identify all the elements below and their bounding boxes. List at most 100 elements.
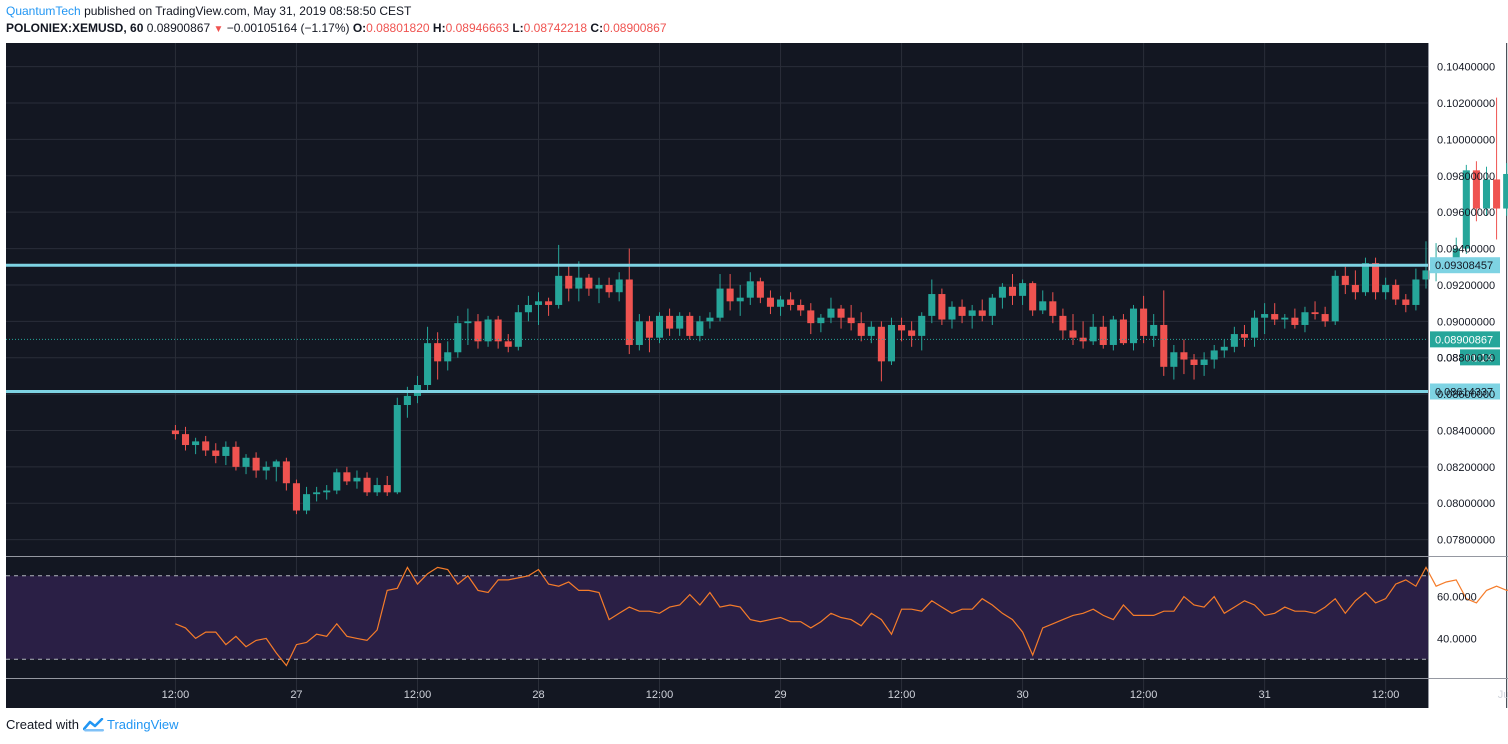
candle-body — [666, 315, 674, 329]
candle-body — [1351, 284, 1359, 293]
last-price-label: 0.08900867 — [1435, 334, 1493, 346]
y-axis-tick-label: 0.09000000 — [1437, 316, 1495, 328]
candle-body — [1372, 263, 1380, 293]
candle-body — [454, 323, 462, 353]
candle-body — [1472, 170, 1480, 209]
candle-body — [363, 477, 371, 493]
candle-body — [706, 317, 714, 322]
x-axis-tick-label: 12:00 — [1130, 689, 1158, 701]
candle-body — [1402, 299, 1410, 305]
symbol-label: POLONIEX:XEMUSD, 60 — [6, 21, 144, 35]
candle-body — [1462, 170, 1470, 249]
candle-body — [494, 319, 502, 342]
candle-body — [1220, 346, 1228, 351]
x-axis-tick-label: 31 — [1258, 689, 1270, 701]
candle-body — [837, 308, 845, 318]
candle-body — [908, 330, 916, 336]
candle-body — [676, 315, 684, 329]
candle-body — [1422, 270, 1430, 280]
candle-body — [1089, 326, 1097, 342]
y-axis-tick-label: 0.08600000 — [1437, 389, 1495, 401]
y-axis-tick-label: 0.10200000 — [1437, 98, 1495, 110]
candle-body — [807, 310, 815, 324]
candle-body — [1069, 330, 1077, 338]
y-axis-tick-label: 0.09600000 — [1437, 207, 1495, 219]
candle-body — [746, 281, 754, 298]
candle-body — [716, 288, 724, 318]
candle-body — [504, 341, 512, 347]
candles-layer — [171, 97, 1508, 515]
x-axis-tick-label: 27 — [290, 689, 302, 701]
x-axis-tick-label: 12:00 — [162, 689, 190, 701]
last-price-tag — [1430, 331, 1500, 348]
candle-body — [1039, 301, 1047, 311]
candle-body — [333, 472, 341, 491]
candle-body — [484, 319, 492, 342]
candle-body — [252, 457, 260, 471]
y-axis-tick-label: 0.09200000 — [1437, 280, 1495, 292]
candle-body — [1099, 326, 1107, 345]
y-axis-tick-label: 0.09800000 — [1437, 171, 1495, 183]
high-value: 0.08946663 — [445, 21, 509, 35]
candle-body — [383, 485, 391, 493]
candle-body — [867, 326, 875, 336]
low-label: L: — [512, 21, 524, 35]
y-axis-tick-label: 0.10000000 — [1437, 134, 1495, 146]
axis-layer: 12:00 27 12:00 28 12:00 29 12:00 30 12:00 31 12:00… — [6, 43, 1508, 708]
candle-body — [847, 317, 855, 324]
candle-body — [1503, 173, 1508, 209]
close-label: C: — [590, 21, 604, 35]
candle-body — [323, 490, 331, 493]
author-link[interactable]: QuantumTech — [6, 4, 81, 18]
candle-body — [766, 297, 774, 307]
candle-body — [474, 321, 482, 342]
candle-body — [1210, 350, 1218, 360]
overlay-layer: 0.09308457 0.08614337 0.08900867 0.088 01:14 — [6, 257, 1500, 400]
candle-body — [978, 310, 986, 316]
x-axis-tick-label: 29 — [774, 689, 786, 701]
candle-body — [1140, 308, 1148, 336]
candle-body — [1059, 315, 1067, 331]
x-axis-tick-label: 12:00 — [646, 689, 674, 701]
candle-body — [353, 477, 361, 482]
candle-body — [958, 306, 966, 316]
candle-body — [424, 343, 432, 385]
candle-body — [857, 323, 865, 336]
candle-body — [212, 450, 220, 456]
x-axis-tick-label: 12:00 — [888, 689, 916, 701]
rsi-band — [6, 575, 1428, 660]
candle-body — [1019, 283, 1027, 296]
y-axis-tick-label: 0.08200000 — [1437, 462, 1495, 474]
candle-body — [1291, 317, 1299, 325]
candle-body — [1261, 314, 1269, 318]
candle-body — [1392, 284, 1400, 300]
candle-body — [1160, 324, 1168, 367]
y-axis-tick-label: 0.07800000 — [1437, 535, 1495, 547]
x-axis-tick-label: 12:00 — [1372, 689, 1400, 701]
candle-body — [434, 343, 442, 362]
candle-body — [615, 279, 623, 293]
candle-body — [1190, 359, 1198, 365]
rsi-axis-tick-label: 40.0000 — [1437, 633, 1477, 645]
published-text: published on TradingView.com, May 31, 20… — [84, 4, 412, 18]
candle-body — [1311, 312, 1319, 315]
candle-body — [524, 304, 532, 313]
candle-body — [928, 294, 936, 316]
candle-body — [756, 281, 764, 298]
high-label: H: — [432, 21, 446, 35]
created-with-text: Created with — [6, 717, 79, 732]
candle-body — [272, 461, 280, 467]
candle-body — [655, 315, 664, 338]
candle-body — [1129, 308, 1138, 344]
candle-body — [403, 395, 411, 406]
candle-body — [1271, 314, 1279, 320]
candle-body — [1301, 312, 1309, 325]
y-axis-tick-label: 0.08800000 — [1437, 353, 1495, 365]
candle-body — [1281, 317, 1289, 320]
candle-body — [1049, 301, 1057, 316]
candle-body — [262, 466, 270, 471]
candle-body — [555, 275, 563, 305]
candle-body — [625, 279, 633, 345]
tradingview-link[interactable]: TradingView — [106, 717, 179, 732]
